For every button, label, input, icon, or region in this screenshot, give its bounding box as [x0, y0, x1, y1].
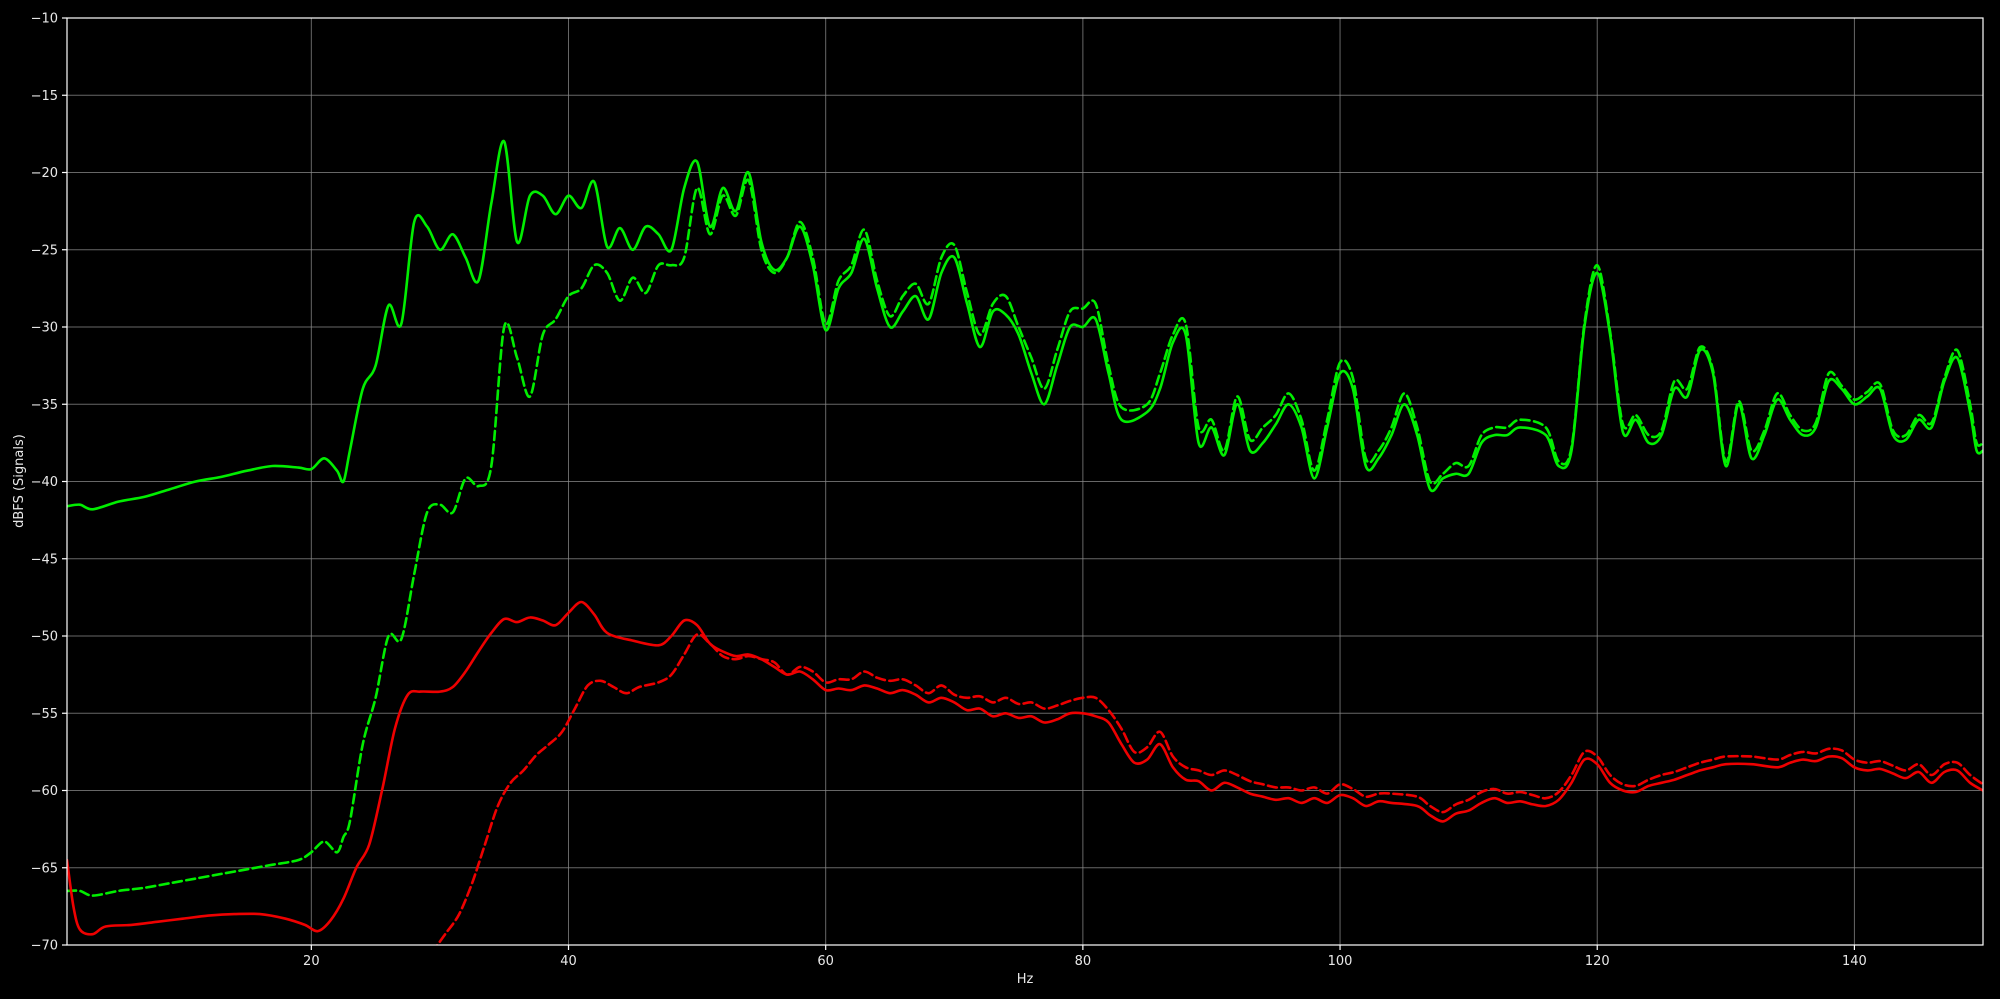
y-tick-label: −60 — [31, 784, 58, 799]
x-tick-label: 60 — [817, 954, 834, 969]
y-tick-label: −55 — [31, 707, 58, 722]
x-tick-label: 100 — [1328, 954, 1353, 969]
x-tick-label: 20 — [303, 954, 320, 969]
y-tick-label: −35 — [31, 398, 58, 413]
x-tick-label: 80 — [1075, 954, 1092, 969]
y-tick-label: −10 — [31, 12, 58, 27]
series-red-solid — [67, 600, 1983, 936]
y-axis-label: dBFS (Signals) — [12, 434, 27, 528]
series-red-dashed — [435, 632, 1983, 945]
y-tick-label: −45 — [31, 552, 58, 567]
series-green-solid — [67, 140, 1983, 511]
y-tick-label: −25 — [31, 243, 58, 258]
series-green-dashed — [67, 178, 1983, 897]
y-tick-label: −15 — [31, 89, 58, 104]
y-tick-label: −70 — [31, 939, 58, 954]
x-tick-label: 40 — [560, 954, 577, 969]
grid — [67, 17, 1983, 946]
y-tick-label: −50 — [31, 630, 58, 645]
y-tick-label: −30 — [31, 321, 58, 336]
y-tick-label: −40 — [31, 475, 58, 490]
x-axis-label: Hz — [1017, 972, 1034, 987]
ticks: 20 40 60 80 100 120 140 −70 −65 −60 −55 −50 −45 −40 −3… — [31, 12, 1867, 970]
x-tick-label: 120 — [1585, 954, 1610, 969]
series-group — [67, 140, 1983, 945]
y-tick-label: −20 — [31, 166, 58, 181]
y-tick-label: −65 — [31, 861, 58, 876]
x-tick-label: 140 — [1842, 954, 1867, 969]
